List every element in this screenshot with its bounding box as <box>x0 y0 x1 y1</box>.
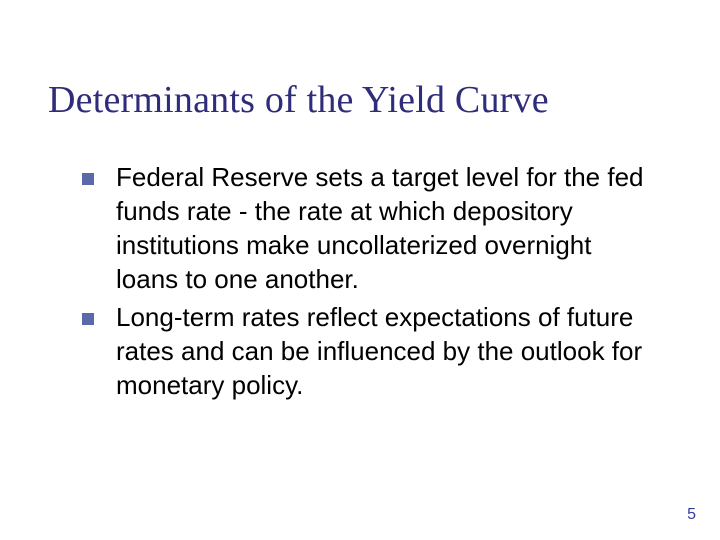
bullet-list: Federal Reserve sets a target level for … <box>82 160 652 406</box>
bullet-text: Federal Reserve sets a target level for … <box>116 160 652 296</box>
square-bullet-icon <box>82 313 94 325</box>
list-item: Federal Reserve sets a target level for … <box>82 160 652 296</box>
bullet-text: Long-term rates reflect expectations of … <box>116 300 652 402</box>
slide-title: Determinants of the Yield Curve <box>48 78 549 122</box>
slide: Determinants of the Yield Curve Federal … <box>0 0 720 540</box>
square-bullet-icon <box>82 173 94 185</box>
page-number: 5 <box>687 506 696 524</box>
list-item: Long-term rates reflect expectations of … <box>82 300 652 402</box>
